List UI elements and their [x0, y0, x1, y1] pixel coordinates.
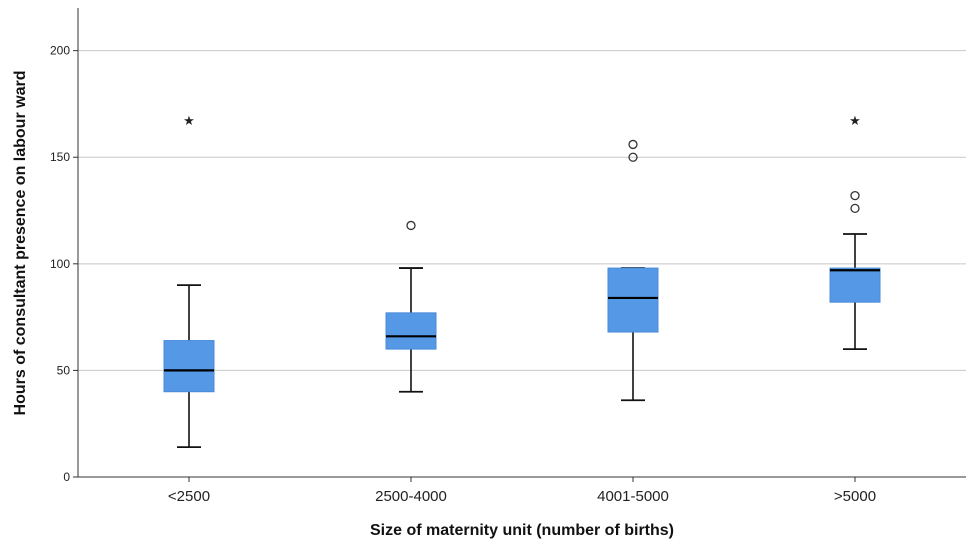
box-group: ★	[829, 114, 881, 350]
extreme-point: ★	[183, 114, 195, 129]
extreme-point: ★	[849, 114, 861, 129]
box-group	[607, 139, 659, 402]
outlier-point	[628, 139, 638, 150]
iqr-box	[163, 340, 215, 393]
gridlines	[78, 50, 966, 371]
outlier-point	[850, 203, 860, 214]
outlier-point	[850, 190, 860, 201]
y-tick-labels: 0 50 100 150 200	[50, 44, 78, 484]
x-tick-labels: <2500 2500-4000 4001-5000 >5000	[168, 477, 876, 505]
y-tick-label: 150	[50, 150, 70, 164]
y-tick-label: 0	[63, 470, 70, 484]
box-group: ★	[163, 114, 215, 449]
x-tick-label: 4001-5000	[597, 488, 669, 505]
iqr-box	[829, 267, 881, 303]
y-axis-title: Hours of consultant presence on labour w…	[12, 71, 29, 416]
axes	[77, 8, 966, 478]
y-tick-label: 200	[50, 44, 70, 58]
iqr-box	[607, 267, 659, 333]
boxes: ★ ★	[163, 114, 881, 449]
x-tick-label: >5000	[834, 488, 876, 505]
outlier-point	[628, 152, 638, 162]
outlier-point	[406, 220, 416, 231]
x-axis-title: Size of maternity unit (number of births…	[370, 522, 674, 539]
y-tick-label: 50	[57, 363, 71, 377]
y-tick-label: 100	[50, 257, 70, 271]
iqr-box	[385, 312, 437, 350]
box-group	[385, 220, 437, 393]
x-tick-label: <2500	[168, 488, 210, 505]
x-tick-label: 2500-4000	[375, 488, 447, 505]
